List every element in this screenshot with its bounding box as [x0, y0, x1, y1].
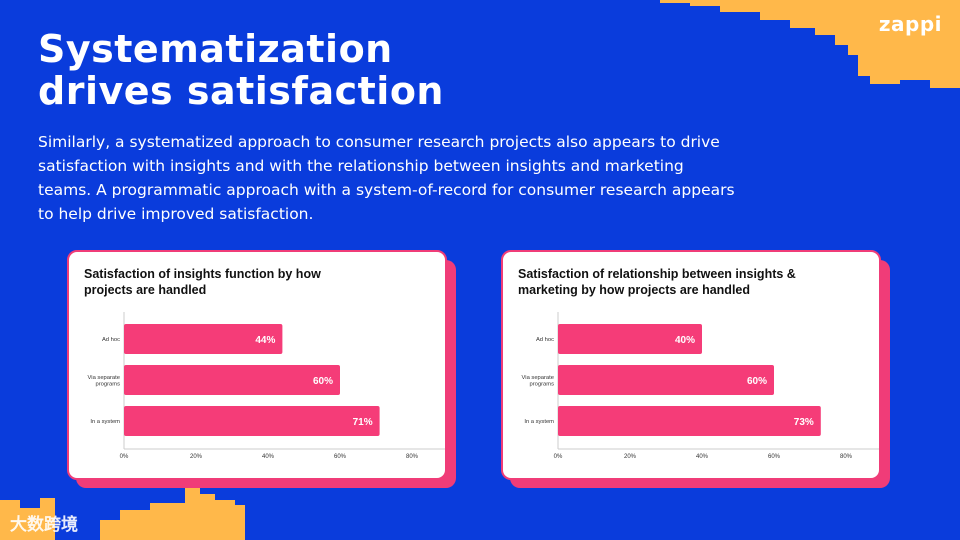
bar — [124, 365, 340, 395]
bar-value-label: 73% — [794, 417, 814, 428]
category-label: Via separate programs — [522, 375, 555, 388]
intro-paragraph: Similarly, a systematized approach to co… — [38, 130, 808, 226]
bar-value-label: 60% — [313, 376, 333, 387]
chart-1-title-line2: projects are handled — [84, 283, 207, 297]
intro-line3: teams. A programmatic approach with a sy… — [38, 181, 735, 199]
x-tick-label: 20% — [624, 454, 637, 460]
category-label: Via separate programs — [88, 375, 121, 388]
watermark-text: 大数跨境 — [10, 515, 78, 535]
chart-card-1: Satisfaction of insights function by how… — [67, 250, 447, 480]
page-title-line2: drives satisfaction — [38, 69, 444, 113]
chart-card-2: Satisfaction of relationship between ins… — [501, 250, 881, 480]
chart-1-svg: 0% 20% 40% 60% 80% 44% Ad hoc 60% Via separate pr… — [88, 312, 445, 460]
bar-value-label: 60% — [747, 376, 767, 387]
chart-1-title-line1: Satisfaction of insights function by how — [84, 267, 321, 281]
x-tick-label: 0% — [554, 454, 563, 460]
x-tick-label: 20% — [190, 454, 203, 460]
category-label: Ad hoc — [536, 337, 554, 343]
bar — [558, 406, 821, 436]
x-tick-label: 40% — [696, 454, 709, 460]
x-tick-label: 40% — [262, 454, 275, 460]
chart-2-title-line2: marketing by how projects are handled — [518, 283, 751, 297]
bar — [124, 324, 283, 354]
category-label: Ad hoc — [102, 337, 120, 343]
category-label: In a system — [90, 419, 120, 425]
chart-2-title: Satisfaction of relationship between ins… — [518, 266, 818, 298]
category-label: In a system — [524, 419, 554, 425]
page-title: Systematization drives satisfaction — [38, 28, 444, 112]
x-tick-label: 80% — [406, 454, 419, 460]
bar — [124, 406, 380, 436]
bar — [558, 324, 702, 354]
bar-value-label: 71% — [353, 417, 373, 428]
bar-value-label: 40% — [675, 335, 695, 346]
chart-1-title: Satisfaction of insights function by how… — [84, 266, 384, 298]
chart-2-svg: 0% 20% 40% 60% 80% 40% Ad hoc 60% Via separate pr… — [522, 312, 879, 460]
chart-2-title-line1: Satisfaction of relationship between ins… — [518, 267, 796, 281]
page-title-line1: Systematization — [38, 27, 393, 71]
intro-line1: Similarly, a systematized approach to co… — [38, 133, 720, 151]
x-tick-label: 60% — [334, 454, 347, 460]
x-tick-label: 80% — [840, 454, 853, 460]
bar-value-label: 44% — [255, 335, 275, 346]
x-tick-label: 60% — [768, 454, 781, 460]
intro-line2: satisfaction with insights and with the … — [38, 157, 684, 175]
intro-line4: to help drive improved satisfaction. — [38, 205, 314, 223]
x-tick-label: 0% — [120, 454, 129, 460]
zappi-logo: zappi — [878, 12, 942, 36]
bar — [558, 365, 774, 395]
